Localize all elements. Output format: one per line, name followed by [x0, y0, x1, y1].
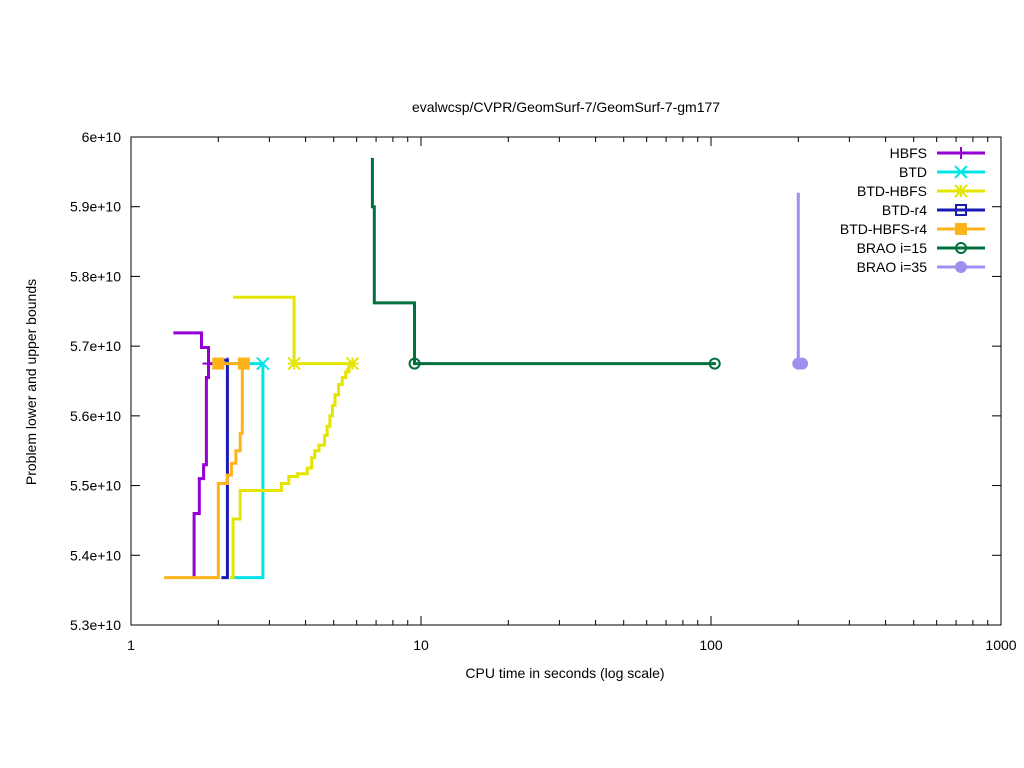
- legend-label: BTD: [899, 164, 927, 180]
- marker-stroke: [345, 356, 360, 371]
- y-tick-label: 5.3e+10: [70, 617, 121, 633]
- data-point-marker: [212, 357, 225, 370]
- lower-bound-line: [221, 363, 229, 580]
- legend-label: BTD-HBFS-r4: [840, 221, 927, 237]
- legend-marker: [955, 223, 967, 235]
- marker-shape: [796, 357, 809, 370]
- y-axis-label: Problem lower and upper bounds: [23, 279, 39, 485]
- series-btd-hbfs: [230, 295, 360, 580]
- legend-marker: [955, 147, 967, 159]
- legend-entry: BTD-HBFS: [857, 183, 985, 199]
- legend-label: BRAO i=35: [857, 259, 928, 275]
- y-tick-label: 6e+10: [82, 129, 122, 145]
- legend-label: BRAO i=15: [857, 240, 928, 256]
- x-tick-label: 1000: [985, 637, 1016, 653]
- legend-marker: [954, 165, 968, 179]
- legend: HBFS BTD BTD-HBFS BTD-r4 BTD-HBFS-r4 BRAO i=1…: [840, 145, 985, 275]
- data-point-marker: [796, 357, 809, 370]
- legend-entry: BRAO i=15: [857, 240, 985, 256]
- marker-shape: [408, 357, 421, 370]
- data-point-marker: [237, 357, 250, 370]
- lower-bound-line: [230, 363, 265, 580]
- marker-shape: [955, 242, 967, 254]
- marker-stroke: [287, 356, 301, 371]
- x-tick-label: 100: [699, 637, 723, 653]
- series-brao-i-35: [792, 192, 809, 370]
- data-point-marker: [408, 357, 421, 370]
- x-tick-label: 1: [127, 637, 135, 653]
- legend-marker: [955, 242, 967, 254]
- chart-title: evalwcsp/CVPR/GeomSurf-7/GeomSurf-7-gm17…: [412, 99, 720, 115]
- marker-stroke: [954, 165, 968, 179]
- legend-marker: [955, 204, 967, 216]
- marker-shape: [955, 204, 967, 216]
- legend-entry: BTD-HBFS-r4: [840, 221, 985, 237]
- marker-shape: [955, 261, 967, 273]
- marker-dot: [713, 362, 717, 366]
- legend-label: BTD-HBFS: [857, 183, 927, 199]
- series-btd-hbfs-r4: [164, 357, 250, 580]
- legend-marker: [955, 261, 967, 273]
- y-tick-label: 5.4e+10: [70, 547, 121, 563]
- data-point-marker: [256, 356, 270, 371]
- axes-layer: 5.3e+10 5.4e+10 5.5e+10 5.6e+10 5.7e+10 5.8e+…: [70, 129, 1017, 653]
- plot-border: [130, 136, 1002, 626]
- y-tick-label: 5.7e+10: [70, 338, 121, 354]
- y-tick-label: 5.9e+10: [70, 199, 121, 215]
- marker-shape: [237, 357, 250, 370]
- y-tick-label: 5.6e+10: [70, 408, 121, 424]
- x-axis-label: CPU time in seconds (log scale): [465, 665, 664, 681]
- lower-bound-line: [192, 363, 210, 578]
- legend-entry: BTD: [899, 164, 985, 180]
- upper-bound-line: [233, 295, 353, 366]
- lower-bound-line: [230, 363, 354, 580]
- plot-area: [130, 136, 1002, 626]
- marker-shape: [708, 357, 721, 370]
- y-tick-label: 5.5e+10: [70, 478, 121, 494]
- marker-shape: [212, 357, 225, 370]
- series-brao-i-15: [370, 157, 721, 370]
- legend-label: BTD-r4: [882, 202, 927, 218]
- lower-bound-line: [164, 363, 244, 580]
- y-tick-label: 5.8e+10: [70, 268, 121, 284]
- legend-label: HBFS: [890, 145, 927, 161]
- marker-dot: [959, 246, 963, 250]
- marker-stroke: [256, 356, 270, 371]
- series-layer: [164, 157, 809, 580]
- data-point-marker: [708, 357, 721, 370]
- legend-entry: HBFS: [890, 145, 985, 161]
- marker-shape: [955, 223, 967, 235]
- legend-marker: [954, 184, 968, 198]
- marker-stroke: [954, 184, 968, 198]
- legend-entry: BRAO i=35: [857, 259, 985, 275]
- legend-entry: BTD-r4: [882, 202, 985, 218]
- data-point-marker: [345, 356, 360, 371]
- x-tick-label: 10: [413, 637, 429, 653]
- data-point-marker: [287, 356, 301, 371]
- marker-dot: [413, 362, 417, 366]
